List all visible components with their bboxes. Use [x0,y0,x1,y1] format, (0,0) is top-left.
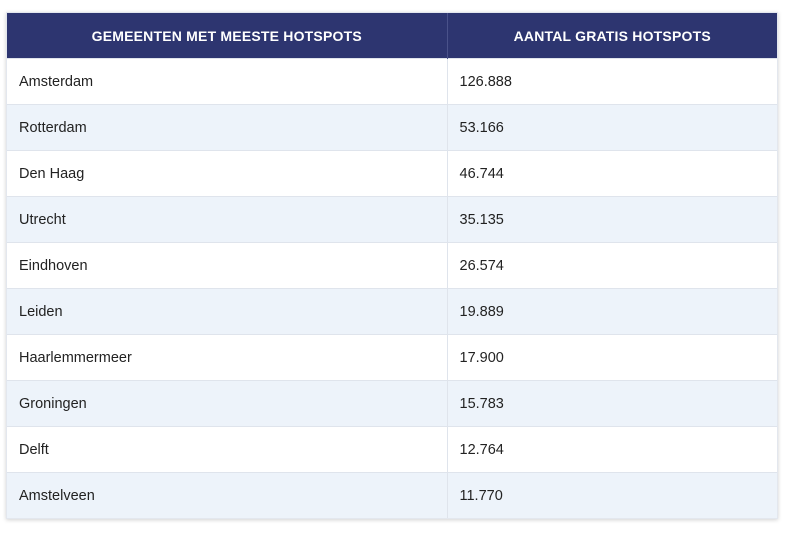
table-row: Amsterdam 126.888 [7,58,777,105]
table-row: Groningen 15.783 [7,380,777,427]
table-body: Amsterdam 126.888 Rotterdam 53.166 Den H… [7,58,777,518]
cell-gemeente: Amstelveen [7,472,448,518]
cell-aantal: 11.770 [447,472,777,518]
cell-aantal: 53.166 [447,104,777,151]
cell-gemeente: Den Haag [7,150,448,197]
table-row: Den Haag 46.744 [7,150,777,197]
cell-gemeente: Haarlemmermeer [7,334,448,381]
cell-aantal: 26.574 [447,242,777,289]
table-row: Leiden 19.889 [7,288,777,335]
cell-gemeente: Rotterdam [7,104,448,151]
table-row: Haarlemmermeer 17.900 [7,334,777,381]
cell-aantal: 35.135 [447,196,777,243]
cell-aantal: 17.900 [447,334,777,381]
cell-aantal: 46.744 [447,150,777,197]
table-header: GEMEENTEN MET MEESTE HOTSPOTS AANTAL GRA… [7,13,777,59]
table-row: Delft 12.764 [7,426,777,473]
cell-aantal: 15.783 [447,380,777,427]
table-row: Utrecht 35.135 [7,196,777,243]
cell-aantal: 19.889 [447,288,777,335]
cell-aantal: 12.764 [447,426,777,473]
column-header-gemeenten: GEMEENTEN MET MEESTE HOTSPOTS [7,13,448,59]
cell-gemeente: Eindhoven [7,242,448,289]
header-row: GEMEENTEN MET MEESTE HOTSPOTS AANTAL GRA… [7,13,777,59]
cell-gemeente: Leiden [7,288,448,335]
cell-gemeente: Groningen [7,380,448,427]
table-row: Amstelveen 11.770 [7,472,777,518]
table-row: Eindhoven 26.574 [7,242,777,289]
table-row: Rotterdam 53.166 [7,104,777,151]
hotspots-table: GEMEENTEN MET MEESTE HOTSPOTS AANTAL GRA… [7,13,777,518]
cell-gemeente: Delft [7,426,448,473]
cell-gemeente: Amsterdam [7,58,448,105]
cell-gemeente: Utrecht [7,196,448,243]
cell-aantal: 126.888 [447,58,777,105]
hotspots-table-container: GEMEENTEN MET MEESTE HOTSPOTS AANTAL GRA… [6,12,778,519]
column-header-aantal: AANTAL GRATIS HOTSPOTS [447,13,777,59]
